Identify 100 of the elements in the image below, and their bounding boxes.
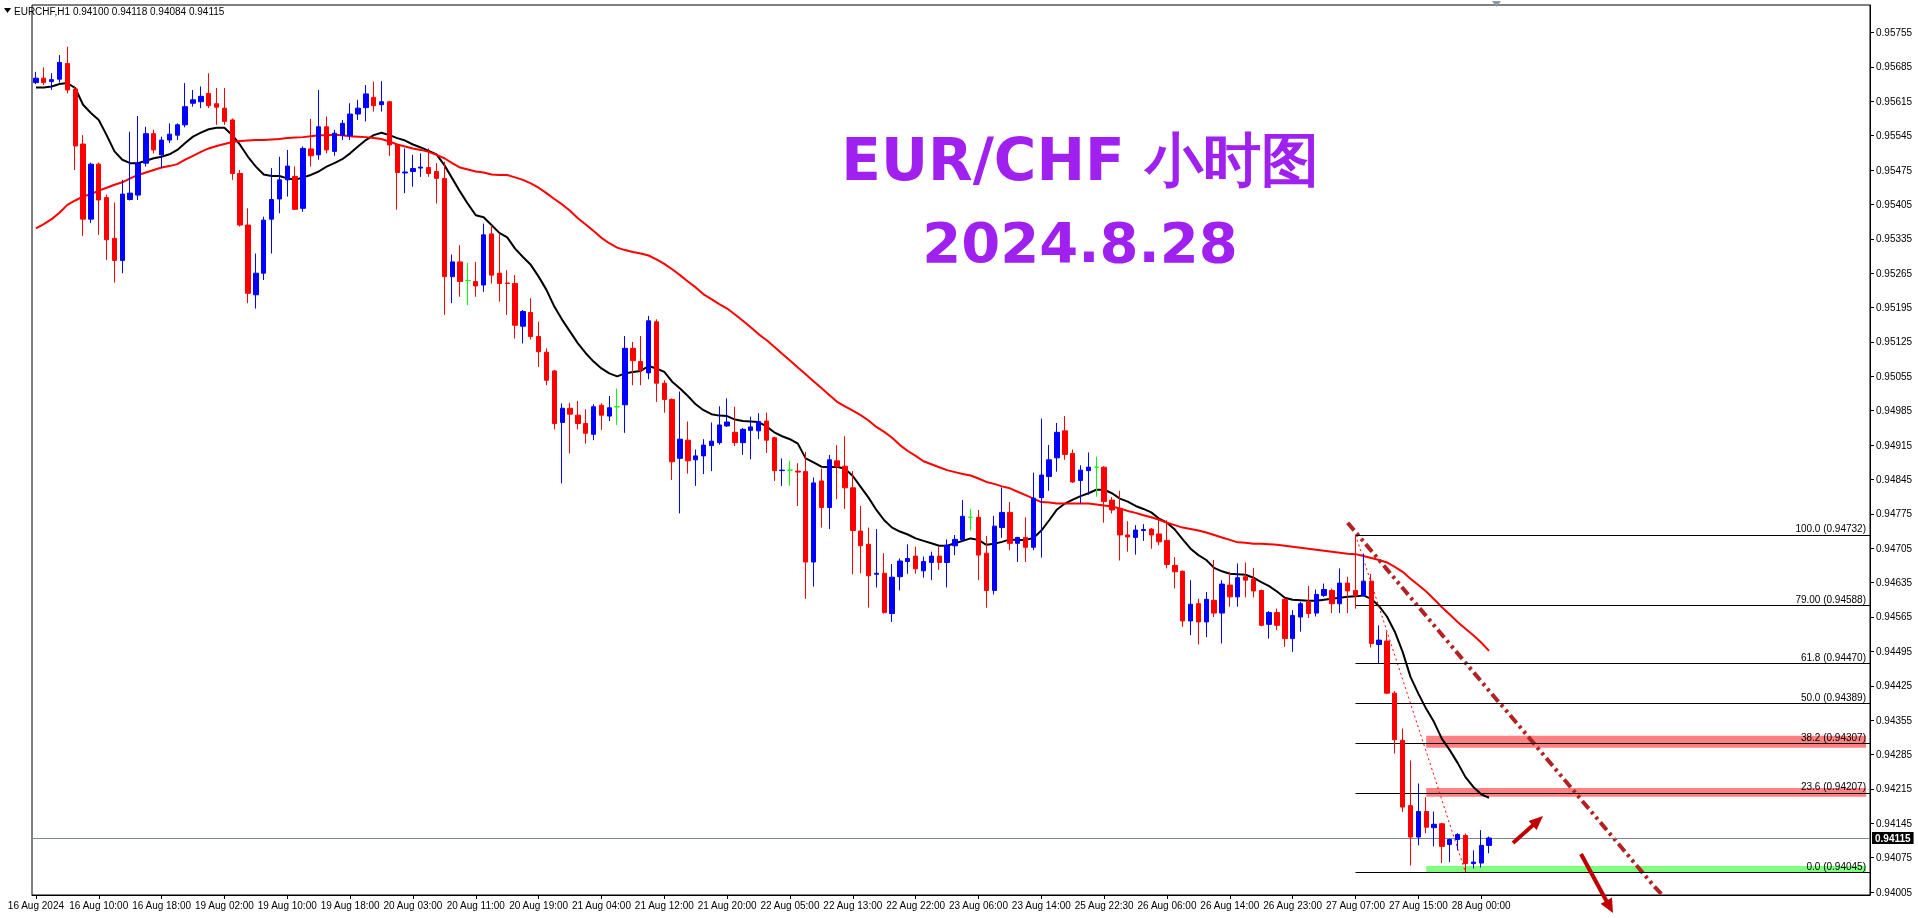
candlestick bbox=[693, 449, 698, 487]
candlestick bbox=[465, 262, 471, 306]
candlestick bbox=[544, 347, 549, 386]
candlestick bbox=[999, 486, 1005, 539]
candlestick bbox=[662, 379, 667, 414]
candlestick bbox=[1227, 571, 1233, 608]
candlestick bbox=[1447, 838, 1452, 863]
candlestick bbox=[285, 149, 290, 198]
y-tick-label: 0.94495 bbox=[1876, 645, 1913, 657]
candlestick bbox=[1298, 601, 1303, 633]
y-tick-label: 0.95475 bbox=[1876, 164, 1913, 176]
candlestick bbox=[442, 161, 447, 316]
x-tick-label: 16 Aug 10:00 bbox=[69, 899, 129, 911]
candlestick bbox=[591, 403, 596, 441]
candlestick bbox=[992, 515, 997, 595]
candlestick bbox=[1251, 567, 1256, 598]
candlestick bbox=[709, 421, 714, 472]
candlestick bbox=[73, 85, 78, 171]
candlestick bbox=[395, 142, 400, 211]
candlestick bbox=[654, 318, 659, 403]
candlestick bbox=[112, 201, 117, 284]
candlestick bbox=[512, 274, 518, 339]
y-tick-label: 0.95125 bbox=[1876, 336, 1913, 348]
candlestick bbox=[520, 309, 526, 344]
candlestick bbox=[944, 538, 950, 589]
candlestick bbox=[96, 162, 101, 236]
x-tick-label: 22 Aug 22:00 bbox=[886, 899, 946, 911]
candlestick bbox=[277, 156, 282, 214]
candlestick bbox=[1180, 569, 1185, 628]
y-tick-label: 0.95545 bbox=[1876, 130, 1913, 142]
candlestick bbox=[528, 297, 533, 340]
candlestick bbox=[1416, 783, 1421, 846]
candlestick bbox=[1070, 449, 1075, 484]
candlestick bbox=[1039, 418, 1044, 559]
candlestick bbox=[1369, 573, 1374, 648]
candlestick bbox=[787, 460, 793, 487]
candlestick bbox=[1117, 490, 1123, 562]
x-tick-label: 19 Aug 18:00 bbox=[320, 899, 381, 911]
candlestick bbox=[198, 86, 204, 109]
y-tick-label: 0.95055 bbox=[1876, 370, 1913, 382]
candlestick bbox=[450, 254, 455, 304]
candlestick bbox=[1062, 415, 1068, 461]
candlestick bbox=[921, 556, 926, 579]
candlestick bbox=[237, 169, 243, 228]
candlestick bbox=[1133, 524, 1138, 556]
x-tick-label: 22 Aug 13:00 bbox=[823, 899, 883, 911]
candlestick bbox=[1094, 456, 1099, 498]
candlestick bbox=[127, 131, 133, 201]
annotation: EURCHF,H1 0.94100 0.94118 0.94084 0.94115 bbox=[14, 5, 225, 17]
y-tick-label: 0.95615 bbox=[1876, 95, 1913, 107]
candlestick bbox=[811, 477, 816, 588]
candlestick bbox=[1125, 520, 1130, 553]
candlestick bbox=[850, 470, 856, 575]
candlestick bbox=[182, 82, 188, 128]
candlestick bbox=[1424, 796, 1429, 834]
candlestick bbox=[371, 81, 376, 113]
candlestick bbox=[167, 122, 172, 144]
candlestick bbox=[316, 89, 321, 161]
candlestick bbox=[764, 412, 769, 454]
candlestick bbox=[1259, 588, 1264, 627]
ref-line-label: 79.00 (0.94588) bbox=[1795, 594, 1866, 606]
y-tick-label: 0.95685 bbox=[1876, 61, 1913, 73]
y-tick-label: 0.94355 bbox=[1876, 714, 1913, 726]
y-tick-label: 0.94005 bbox=[1876, 886, 1913, 898]
text: EUR/CHF 小时图 bbox=[841, 126, 1319, 194]
candlestick bbox=[952, 534, 958, 556]
candlestick bbox=[583, 408, 588, 445]
y-tick-label: 0.94845 bbox=[1876, 473, 1913, 485]
candlestick bbox=[795, 462, 801, 507]
candlestick bbox=[159, 136, 164, 169]
candlestick bbox=[88, 162, 94, 224]
candlestick bbox=[614, 388, 620, 426]
x-tick-label: 23 Aug 14:00 bbox=[1011, 899, 1072, 911]
candlestick bbox=[505, 269, 510, 316]
candlestick bbox=[1141, 523, 1146, 542]
candlestick bbox=[889, 563, 895, 623]
candlestick bbox=[1471, 849, 1476, 869]
candlestick bbox=[1054, 422, 1060, 473]
x-tick-label: 19 Aug 02:00 bbox=[194, 899, 255, 911]
candlestick bbox=[646, 315, 651, 380]
x-tick-label: 21 Aug 04:00 bbox=[571, 899, 632, 911]
candlestick bbox=[1172, 556, 1178, 590]
ref-line-label: 100.0 (0.94732) bbox=[1795, 523, 1866, 535]
x-tick-label: 16 Aug 18:00 bbox=[132, 899, 192, 911]
y-tick-label: 0.94145 bbox=[1876, 817, 1913, 829]
candlestick bbox=[1400, 727, 1405, 813]
y-tick-label: 0.94285 bbox=[1876, 749, 1913, 761]
x-tick-label: 20 Aug 19:00 bbox=[509, 899, 569, 911]
candlestick bbox=[355, 99, 361, 121]
ref-line-label: 23.6 (0.94207) bbox=[1800, 781, 1866, 793]
x-tick-label: 27 Aug 15:00 bbox=[1388, 899, 1449, 911]
candlestick bbox=[1266, 610, 1272, 640]
candlestick bbox=[41, 66, 46, 86]
candlestick bbox=[968, 508, 973, 532]
y-tick-label: 0.94775 bbox=[1876, 508, 1913, 520]
y-tick-label: 0.94915 bbox=[1876, 439, 1913, 451]
x-tick-label: 20 Aug 11:00 bbox=[446, 899, 506, 911]
x-tick-label: 25 Aug 22:30 bbox=[1074, 899, 1135, 911]
y-tick-label: 0.95335 bbox=[1876, 233, 1913, 245]
candlestick bbox=[104, 194, 109, 261]
